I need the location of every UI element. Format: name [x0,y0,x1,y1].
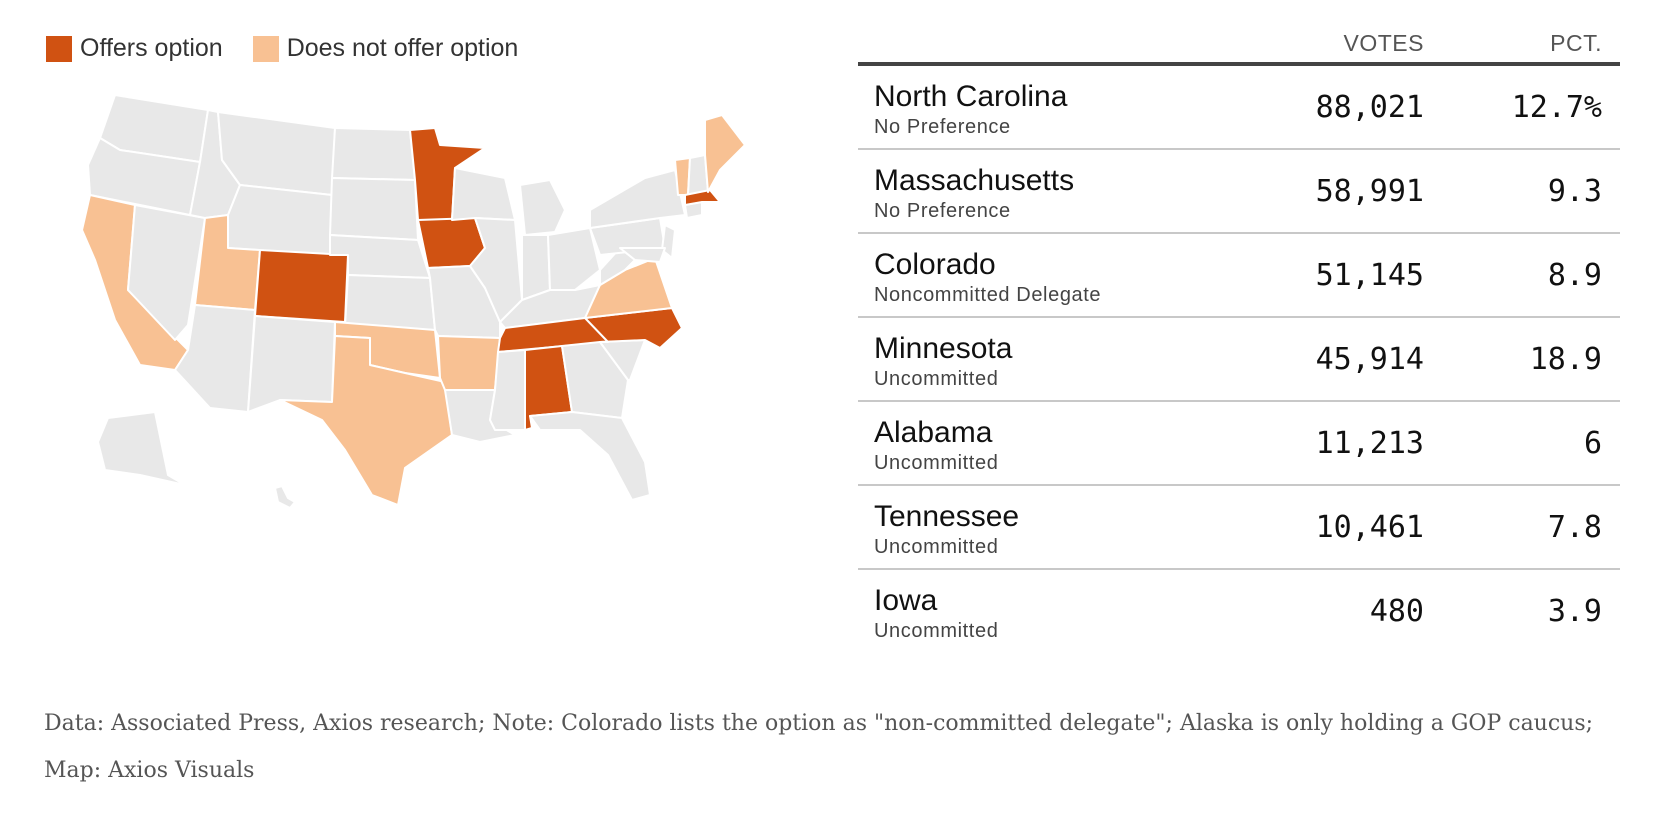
table-row: Iowa Uncommitted 480 3.9 [858,570,1620,654]
row-pct: 7.8 [1547,510,1602,545]
legend-item-offers: Offers option [46,34,223,63]
table-row: Colorado Noncommitted Delegate 51,145 8.… [858,234,1620,318]
row-option: No Preference [874,200,1011,222]
legend-label-not-offer: Does not offer option [286,34,519,62]
state-massachusetts [684,189,721,206]
state-arizona [174,304,256,413]
row-votes: 58,991 [1315,174,1424,209]
row-votes: 10,461 [1315,510,1424,545]
state-north-carolina [584,307,683,349]
state-virginia [584,257,673,319]
row-votes: 45,914 [1315,342,1424,377]
state-maryland [619,247,666,263]
us-states-map [81,94,746,509]
state-ohio [547,227,601,291]
row-pct: 9.3 [1547,174,1602,209]
state-georgia [561,341,629,419]
row-option: No Preference [874,116,1011,138]
state-colorado [254,249,349,323]
state-hawaii [274,485,296,509]
row-state: Colorado [874,248,996,281]
state-north-dakota [331,127,416,181]
state-illinois [469,217,523,323]
votes-column-header: VOTES [1343,30,1424,56]
row-pct: 8.9 [1547,258,1602,293]
results-table: VOTES PCT. North Carolina No Preference … [858,26,1620,654]
state-new-york [589,169,686,229]
map-legend: Offers option Does not offer option [46,34,548,63]
state-south-dakota [329,177,419,241]
row-pct: 18.9 [1529,342,1602,377]
row-votes: 480 [1369,594,1424,629]
offers-swatch [46,35,72,62]
row-pct: 12.7% [1511,90,1602,125]
table-header: VOTES PCT. [858,26,1620,62]
row-votes: 11,213 [1315,426,1424,461]
row-option: Uncommitted [874,536,999,558]
row-pct: 6 [1583,426,1602,461]
row-votes: 51,145 [1315,258,1424,293]
state-texas [279,335,453,506]
pct-column-header: PCT. [1550,30,1602,56]
table-row: Alabama Uncommitted 11,213 6 [858,402,1620,486]
table-row: Minnesota Uncommitted 45,914 18.9 [858,318,1620,402]
state-arkansas [437,335,501,391]
row-votes: 88,021 [1315,90,1424,125]
state-michigan [519,179,566,236]
state-wyoming [227,184,333,256]
legend-item-not-offer: Does not offer option [252,34,519,63]
legend-label-offers: Offers option [80,34,223,62]
row-pct: 3.9 [1547,594,1602,629]
table-row: North Carolina No Preference 88,021 12.7… [858,66,1620,150]
state-kansas [344,274,436,331]
state-alaska [97,411,186,486]
source-footnote: Data: Associated Press, Axios research; … [44,711,1594,783]
state-indiana [521,234,551,301]
row-state: Alabama [874,416,993,449]
state-maine [704,114,746,193]
not-offer-swatch [252,35,279,62]
row-state: Iowa [874,584,938,617]
row-option: Uncommitted [874,620,999,642]
header-rule [858,62,1620,66]
row-option: Noncommitted Delegate [874,284,1102,306]
row-state: Minnesota [874,332,1013,365]
row-state: Massachusetts [874,164,1075,197]
state-florida [529,411,651,501]
row-state: North Carolina [874,80,1068,113]
table-row: Massachusetts No Preference 58,991 9.3 [858,150,1620,234]
row-option: Uncommitted [874,452,999,474]
state-wisconsin [451,167,516,221]
row-state: Tennessee [874,500,1020,533]
table-row: Tennessee Uncommitted 10,461 7.8 [858,486,1620,570]
row-option: Uncommitted [874,368,999,390]
state-new-mexico [247,315,336,413]
